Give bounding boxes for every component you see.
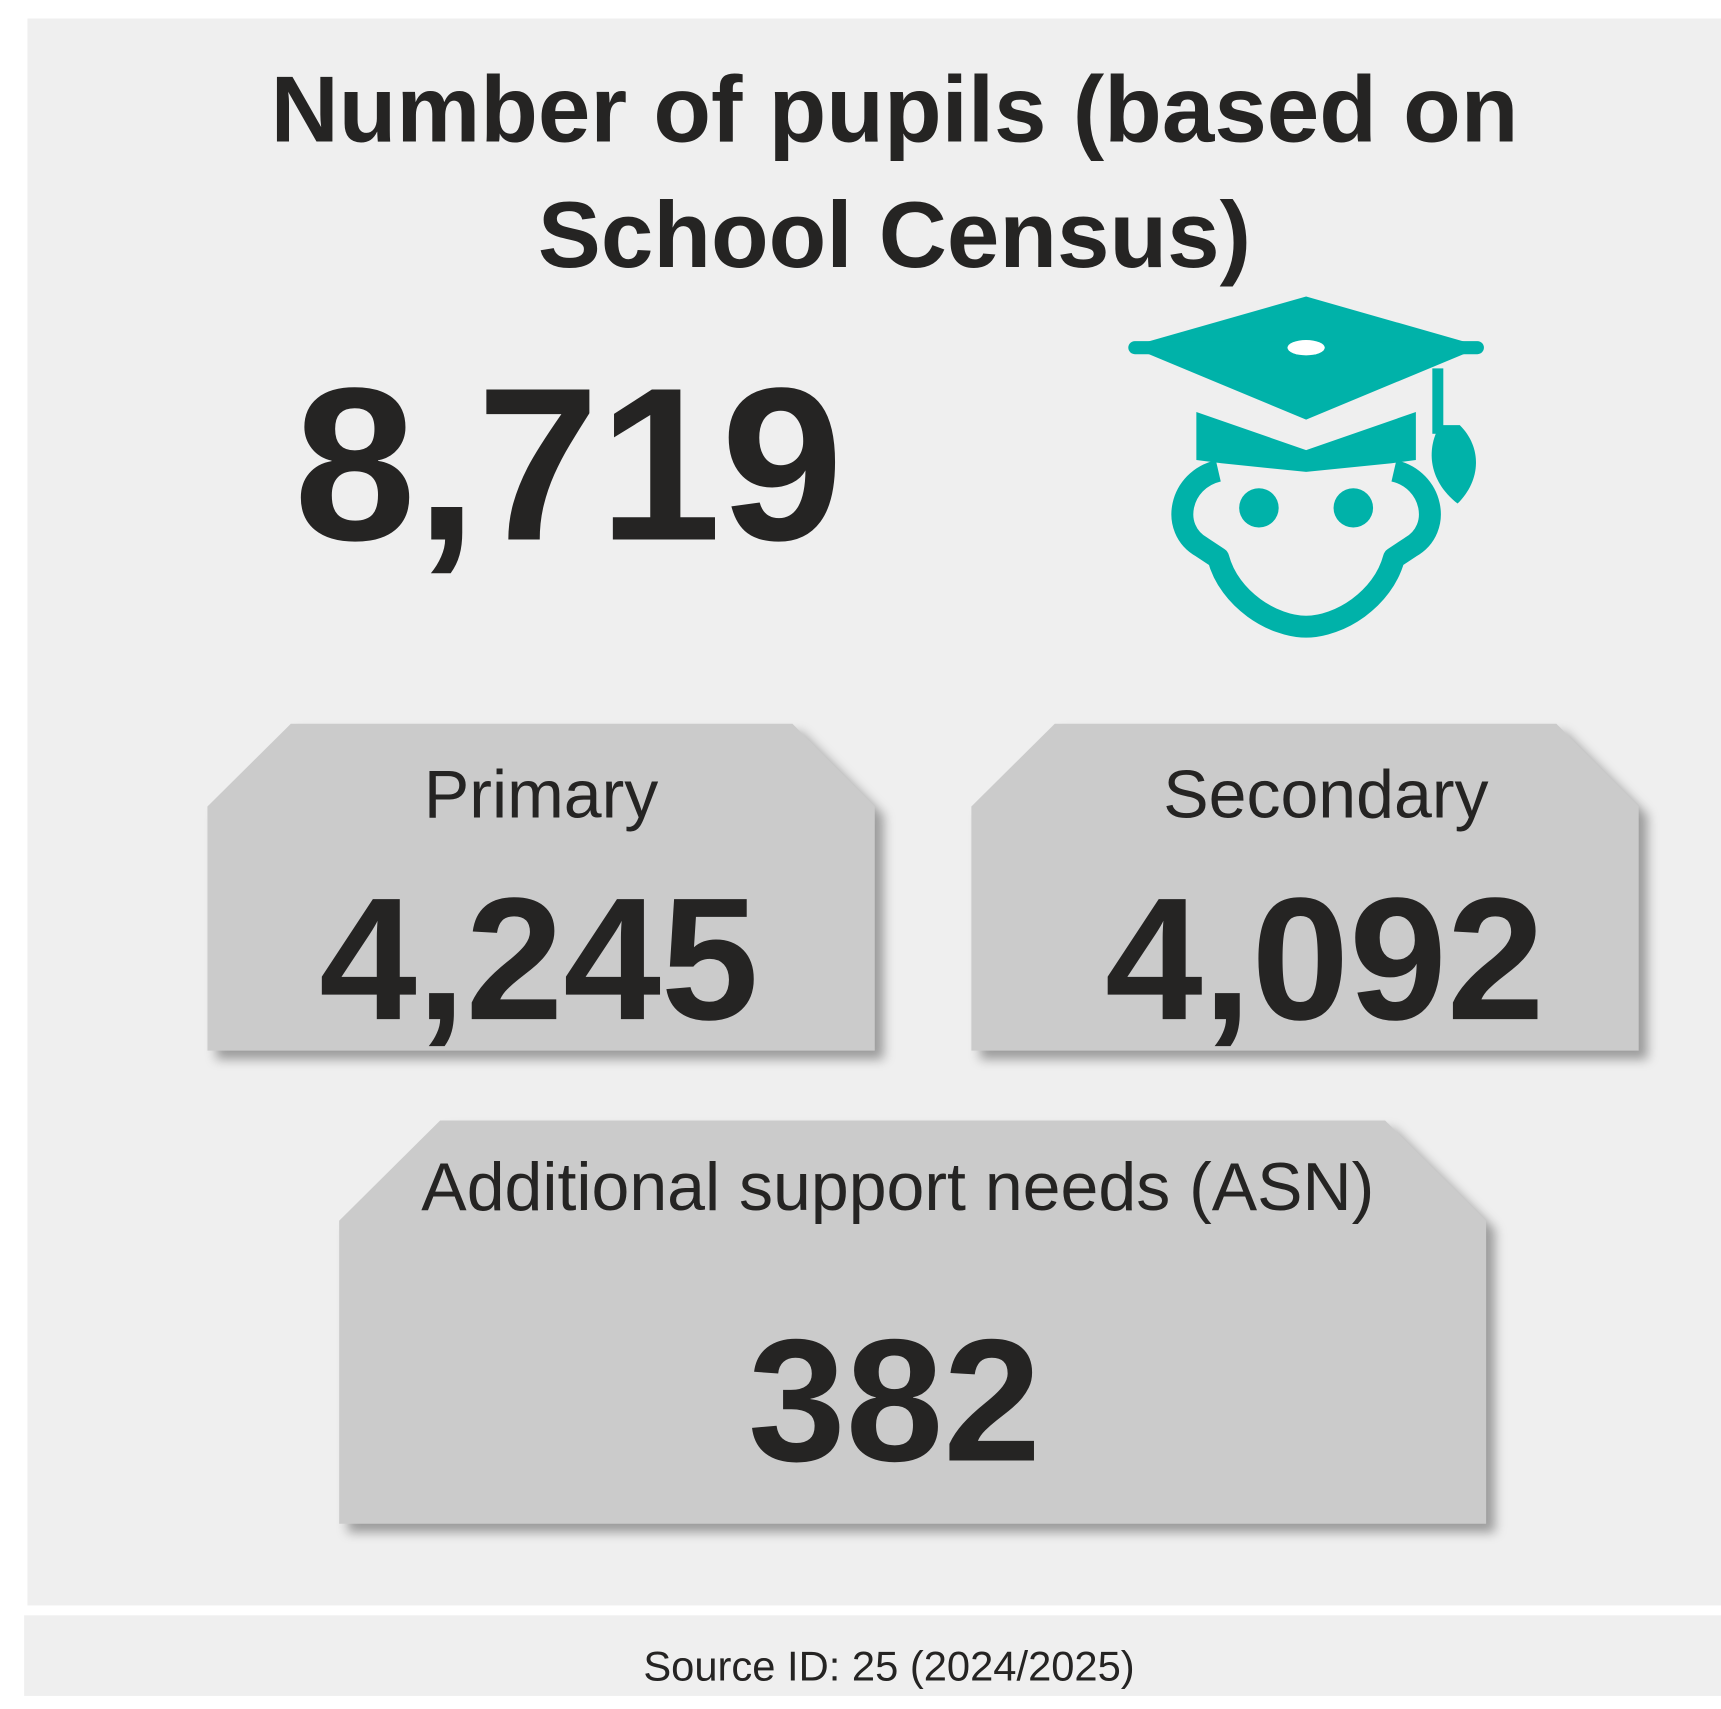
total-value: 8,719: [294, 343, 843, 586]
card-value: 4,245: [319, 863, 758, 1057]
title: School Census): [538, 182, 1251, 287]
card-primary: [207, 723, 875, 1051]
source: Source ID: 25 (2024/2025): [643, 1643, 1134, 1690]
title: Number of pupils (based on: [271, 57, 1519, 162]
card-label: Secondary: [1163, 758, 1488, 833]
graduate-icon: [1128, 296, 1484, 638]
card-value: 4,092: [1105, 863, 1544, 1057]
card-value: 382: [748, 1304, 1041, 1498]
card-secondary: [971, 723, 1639, 1051]
card-label: Primary: [424, 758, 658, 833]
card-asn: [339, 1120, 1487, 1524]
card-label: Additional support needs (ASN): [421, 1150, 1374, 1225]
footer-bar: [24, 1615, 1721, 1696]
